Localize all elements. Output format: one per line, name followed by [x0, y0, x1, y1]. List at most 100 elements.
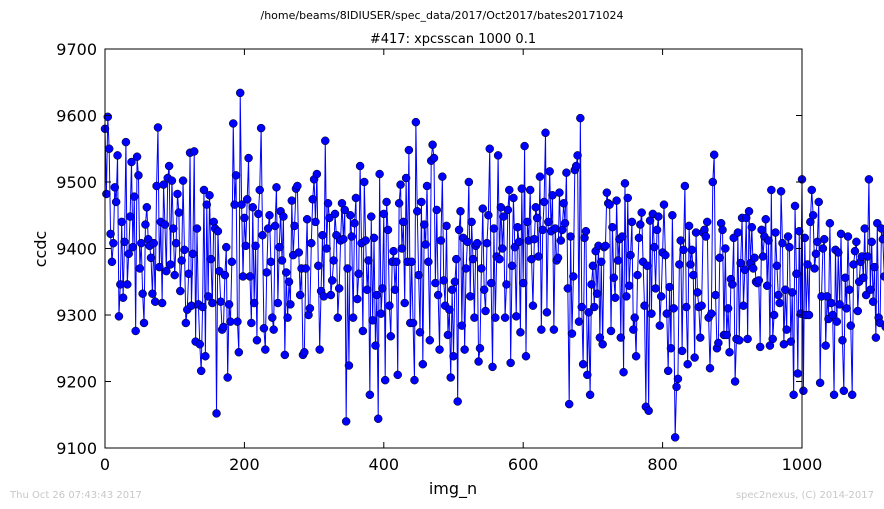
data-point: [863, 252, 872, 261]
data-point: [860, 224, 869, 233]
data-point: [452, 254, 461, 264]
data-point: [127, 157, 136, 167]
data-point: [107, 257, 117, 267]
data-point: [383, 225, 393, 235]
data-point: [429, 153, 439, 163]
x-tick-label: 600: [508, 455, 539, 474]
data-point: [521, 351, 531, 361]
x-axis: 0 200 400 600 800 1000: [100, 49, 822, 474]
data-point: [344, 361, 354, 370]
data-point: [507, 261, 517, 271]
data-point: [640, 301, 649, 310]
data-point: [323, 199, 333, 208]
data-point: [472, 238, 482, 248]
data-point: [517, 184, 527, 193]
data-point: [393, 370, 402, 380]
data-point: [743, 334, 752, 344]
data-point: [247, 318, 256, 328]
data-point: [852, 237, 861, 247]
data-point: [196, 366, 206, 376]
data-point: [294, 248, 304, 257]
data-point: [279, 212, 288, 221]
data-point: [505, 185, 514, 195]
data-point: [672, 382, 681, 392]
data-point: [767, 185, 776, 195]
data-point: [411, 117, 421, 127]
y-tick-label: 9400: [56, 240, 97, 259]
data-point: [728, 280, 737, 289]
data-point: [415, 328, 425, 337]
data-point: [588, 261, 598, 271]
data-point: [537, 325, 546, 334]
data-point: [488, 362, 497, 372]
data-point: [385, 301, 394, 310]
data-point: [203, 292, 213, 301]
y-tick-label: 9600: [56, 107, 97, 126]
data-point: [213, 226, 223, 236]
data-point: [227, 257, 237, 267]
data-point: [254, 209, 263, 219]
data-point: [711, 290, 720, 300]
data-point: [125, 212, 135, 221]
data-point: [511, 312, 521, 321]
data-point: [428, 140, 437, 150]
data-point: [577, 302, 586, 312]
data-point: [669, 304, 678, 313]
data-point: [348, 313, 358, 322]
data-point: [305, 304, 315, 313]
data-point: [418, 359, 428, 369]
data-point: [463, 237, 472, 247]
y-tick-label: 9500: [56, 173, 97, 192]
data-point: [380, 375, 390, 385]
data-point: [498, 244, 507, 253]
data-point: [761, 214, 771, 224]
data-point: [877, 224, 884, 233]
data-point: [404, 145, 414, 155]
data-point: [649, 242, 659, 252]
data-point: [439, 276, 448, 285]
data-point: [245, 272, 255, 281]
data-point: [235, 88, 245, 98]
data-point: [198, 302, 207, 312]
data-point: [180, 245, 189, 255]
data-point: [301, 264, 310, 273]
data-point: [633, 270, 642, 280]
data-point: [542, 308, 552, 317]
data-point: [408, 318, 418, 328]
data-point: [622, 292, 631, 301]
data-point: [829, 390, 839, 400]
data-point: [184, 269, 193, 279]
data-point: [677, 346, 687, 356]
data-point: [346, 211, 355, 220]
data-point: [270, 221, 280, 231]
data-point: [592, 289, 602, 298]
data-point: [486, 278, 496, 288]
data-point: [493, 151, 503, 160]
data-point: [623, 193, 632, 203]
data-point: [460, 345, 469, 354]
data-point: [810, 264, 819, 273]
data-point: [835, 300, 844, 309]
data-point: [644, 406, 653, 416]
data-point: [318, 230, 327, 240]
data-point: [315, 345, 324, 354]
data-point: [675, 260, 684, 269]
data-point: [424, 257, 433, 267]
data-point: [747, 222, 757, 232]
data-point: [104, 144, 114, 153]
data-point: [392, 257, 401, 267]
data-point: [272, 183, 281, 192]
data-point: [709, 150, 719, 159]
data-point: [386, 332, 396, 341]
data-point: [435, 345, 444, 354]
data-point: [400, 298, 409, 308]
data-point: [541, 128, 550, 138]
data-point: [146, 253, 156, 263]
data-point: [686, 260, 695, 269]
data-point: [431, 278, 440, 288]
data-point: [544, 217, 553, 227]
data-point: [174, 208, 184, 217]
data-point: [477, 264, 486, 273]
data-point: [725, 347, 734, 357]
